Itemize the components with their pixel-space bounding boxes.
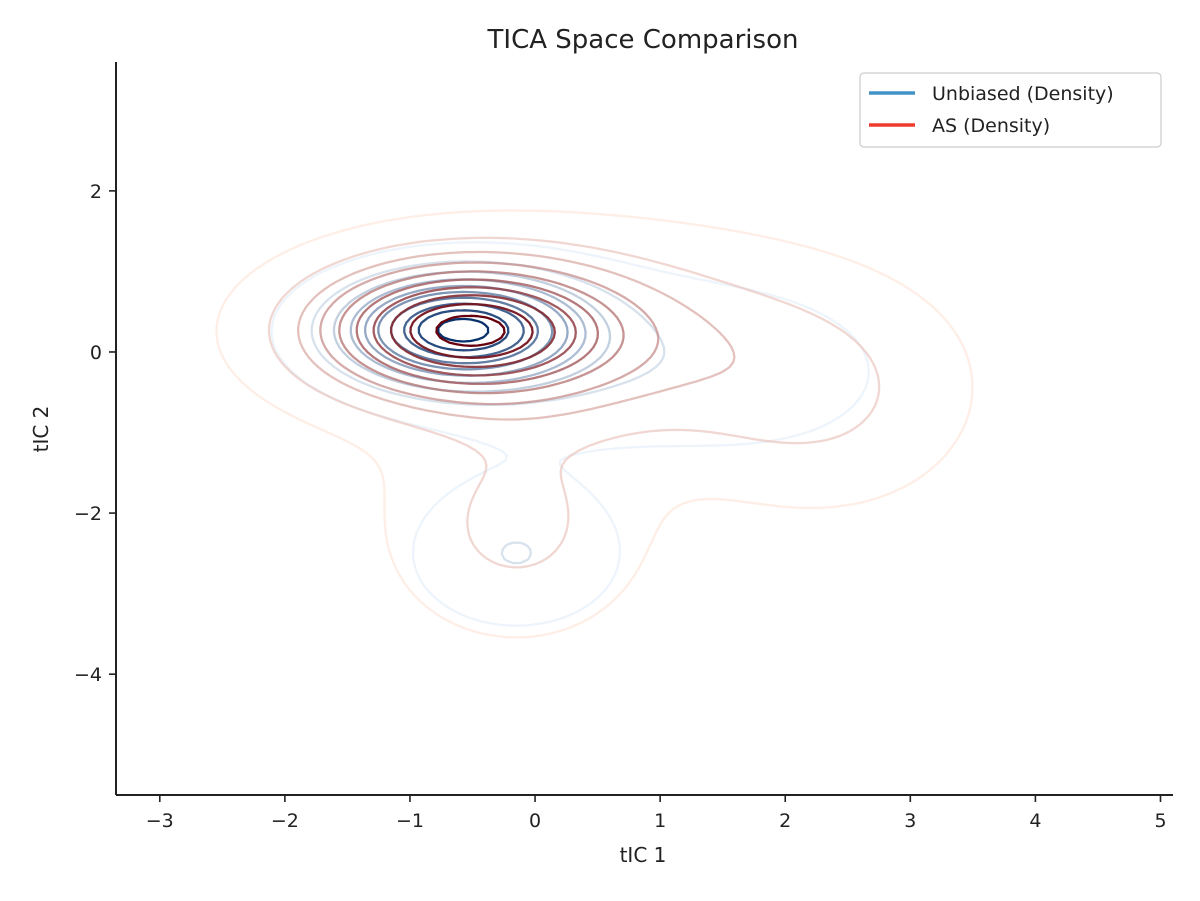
x-tick-label: −1 (396, 810, 424, 832)
x-tick-label: 2 (779, 810, 791, 832)
x-tick-label: 1 (654, 810, 666, 832)
axes: −3 −2 −1 0 1 2 3 4 5 −4 −2 0 2 (74, 62, 1173, 832)
contour-level (267, 236, 881, 569)
x-tick-label: 0 (529, 810, 541, 832)
contour-level (310, 260, 666, 565)
x-axis-label: tIC 1 (620, 843, 667, 867)
contour-level (372, 286, 577, 377)
y-tick-label: 2 (90, 181, 102, 203)
contour-level (338, 270, 625, 395)
chart-title: TICA Space Comparison (487, 25, 799, 55)
contour-level (389, 296, 540, 365)
contour-level (319, 261, 660, 406)
legend: Unbiased (Density) AS (Density) (859, 72, 1162, 148)
y-axis-label: tIC 2 (29, 406, 53, 453)
x-tick-label: 5 (1154, 810, 1166, 832)
x-tick-label: 4 (1029, 810, 1041, 832)
contour-level (215, 209, 974, 639)
contour-level (332, 270, 612, 393)
plot-area (215, 209, 974, 639)
legend-label-unbiased: Unbiased (Density) (932, 83, 1114, 105)
y-tick-label: 0 (90, 342, 102, 364)
contour-level (389, 294, 556, 369)
legend-label-as: AS (Density) (932, 115, 1050, 137)
contour-level (417, 309, 510, 352)
as-density-contours (215, 209, 974, 639)
y-tick-label: −2 (74, 503, 102, 525)
x-tick-label: 3 (904, 810, 916, 832)
contour-level (355, 278, 600, 386)
contour-level (403, 302, 525, 359)
x-tick-label: −2 (271, 810, 299, 832)
y-ticks: −4 −2 0 2 (74, 181, 116, 686)
contour-level (437, 317, 490, 343)
contour-level (297, 250, 736, 421)
contour-level (435, 314, 506, 347)
contour-level (409, 302, 534, 359)
y-tick-label: −4 (74, 664, 102, 686)
legend-box (859, 72, 1162, 148)
x-tick-label: −3 (146, 810, 174, 832)
x-ticks: −3 −2 −1 0 1 2 3 4 5 (146, 795, 1167, 832)
